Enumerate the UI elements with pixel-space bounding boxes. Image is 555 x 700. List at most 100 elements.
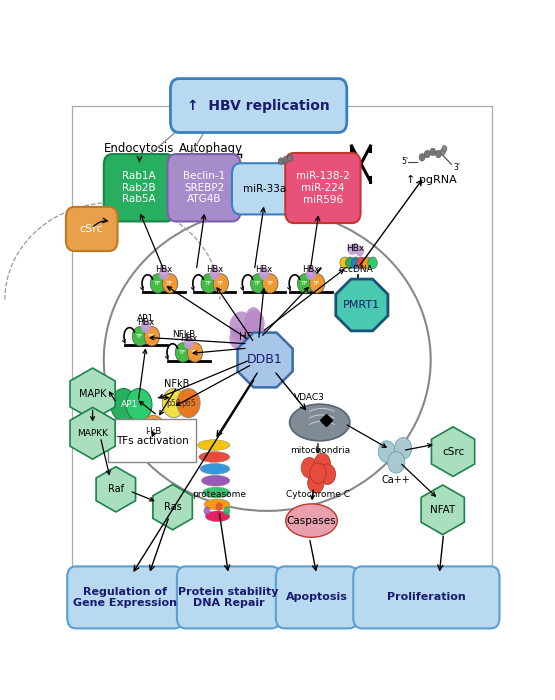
Polygon shape xyxy=(431,427,475,477)
FancyBboxPatch shape xyxy=(232,163,296,214)
Ellipse shape xyxy=(198,440,230,451)
Text: HBx: HBx xyxy=(180,334,198,343)
Circle shape xyxy=(244,310,265,336)
Circle shape xyxy=(340,257,350,269)
Text: TF: TF xyxy=(314,281,321,286)
Polygon shape xyxy=(70,407,115,459)
Text: cSrc: cSrc xyxy=(80,224,104,234)
Polygon shape xyxy=(421,485,465,535)
Text: HBx: HBx xyxy=(137,318,154,327)
Circle shape xyxy=(162,274,178,293)
Ellipse shape xyxy=(204,499,230,510)
Text: MAPKK: MAPKK xyxy=(77,429,108,438)
Circle shape xyxy=(347,244,356,255)
Circle shape xyxy=(387,452,405,473)
Text: HBx: HBx xyxy=(302,265,320,274)
Text: TF: TF xyxy=(166,281,174,286)
Text: 3': 3' xyxy=(287,163,294,172)
Text: TF: TF xyxy=(148,334,156,339)
Circle shape xyxy=(419,153,425,161)
Text: ↑ pgRNA: ↑ pgRNA xyxy=(406,175,457,185)
Circle shape xyxy=(283,156,289,163)
Text: HBx: HBx xyxy=(346,244,365,253)
Text: miR-33a: miR-33a xyxy=(243,184,286,194)
FancyBboxPatch shape xyxy=(177,566,280,629)
Text: HBx: HBx xyxy=(256,265,273,274)
Circle shape xyxy=(278,158,284,164)
Text: AP1: AP1 xyxy=(137,314,154,323)
Text: Autophagy: Autophagy xyxy=(179,142,244,155)
Text: TF: TF xyxy=(191,350,199,355)
Circle shape xyxy=(239,322,261,350)
Circle shape xyxy=(132,326,148,346)
Text: Endocytosis: Endocytosis xyxy=(104,142,175,155)
Text: PMRT1: PMRT1 xyxy=(344,300,380,310)
Circle shape xyxy=(110,389,137,421)
Circle shape xyxy=(177,389,200,418)
Text: miR-138-2
miR-224
miR596: miR-138-2 miR-224 miR596 xyxy=(296,172,350,204)
Circle shape xyxy=(263,274,278,293)
FancyBboxPatch shape xyxy=(276,566,357,629)
Circle shape xyxy=(297,274,313,293)
Circle shape xyxy=(309,274,325,293)
Text: AP1: AP1 xyxy=(121,400,138,410)
Polygon shape xyxy=(238,332,292,387)
Circle shape xyxy=(159,267,169,280)
Text: Rab1A
Rab2B
Rab5A: Rab1A Rab2B Rab5A xyxy=(123,172,156,204)
Circle shape xyxy=(204,507,210,515)
Circle shape xyxy=(346,257,355,269)
Text: p65: p65 xyxy=(181,398,196,407)
Text: Regulation of
Gene Expression: Regulation of Gene Expression xyxy=(73,587,177,608)
Circle shape xyxy=(215,503,223,511)
Polygon shape xyxy=(96,467,135,512)
Text: 5': 5' xyxy=(401,157,408,166)
Circle shape xyxy=(229,328,246,349)
Circle shape xyxy=(306,267,316,280)
Text: Cytochrome C: Cytochrome C xyxy=(286,490,350,499)
Text: Caspases: Caspases xyxy=(287,516,336,526)
Circle shape xyxy=(351,243,360,254)
Text: proteasome: proteasome xyxy=(192,490,246,499)
Circle shape xyxy=(378,441,395,463)
Circle shape xyxy=(430,148,436,155)
Circle shape xyxy=(307,473,324,493)
Text: TFs activation: TFs activation xyxy=(116,436,189,446)
Text: NFkB: NFkB xyxy=(171,330,195,339)
Circle shape xyxy=(424,150,430,158)
Circle shape xyxy=(301,458,317,478)
Circle shape xyxy=(319,464,336,484)
Circle shape xyxy=(440,148,445,155)
Text: Ca++: Ca++ xyxy=(382,475,411,484)
Text: 5': 5' xyxy=(262,166,269,175)
Text: NFAT: NFAT xyxy=(430,505,455,514)
Text: NFkB: NFkB xyxy=(164,379,190,389)
Text: p50: p50 xyxy=(166,398,181,407)
Circle shape xyxy=(162,389,185,418)
FancyBboxPatch shape xyxy=(108,419,196,463)
Circle shape xyxy=(357,257,366,269)
Text: ↑  HBV replication: ↑ HBV replication xyxy=(187,99,330,113)
Circle shape xyxy=(395,438,412,459)
Text: TF: TF xyxy=(179,350,186,355)
Text: HBx: HBx xyxy=(155,265,173,274)
Circle shape xyxy=(368,257,377,269)
Ellipse shape xyxy=(200,463,230,474)
Text: Ras: Ras xyxy=(164,502,181,512)
Circle shape xyxy=(254,328,269,347)
Text: HBx: HBx xyxy=(239,332,260,342)
Circle shape xyxy=(213,274,229,293)
FancyBboxPatch shape xyxy=(104,154,175,221)
Circle shape xyxy=(310,463,326,484)
Text: Raf: Raf xyxy=(108,484,124,494)
Polygon shape xyxy=(153,484,193,530)
Text: TF: TF xyxy=(136,334,144,339)
Text: TF: TF xyxy=(301,281,309,286)
Circle shape xyxy=(229,312,254,342)
Polygon shape xyxy=(70,368,115,420)
Text: TF: TF xyxy=(205,281,213,286)
Text: TF: TF xyxy=(217,281,225,286)
Text: cSrc: cSrc xyxy=(442,447,464,456)
Text: DDB1: DDB1 xyxy=(247,354,283,367)
Ellipse shape xyxy=(286,504,337,538)
Text: mitochondria: mitochondria xyxy=(290,446,350,455)
